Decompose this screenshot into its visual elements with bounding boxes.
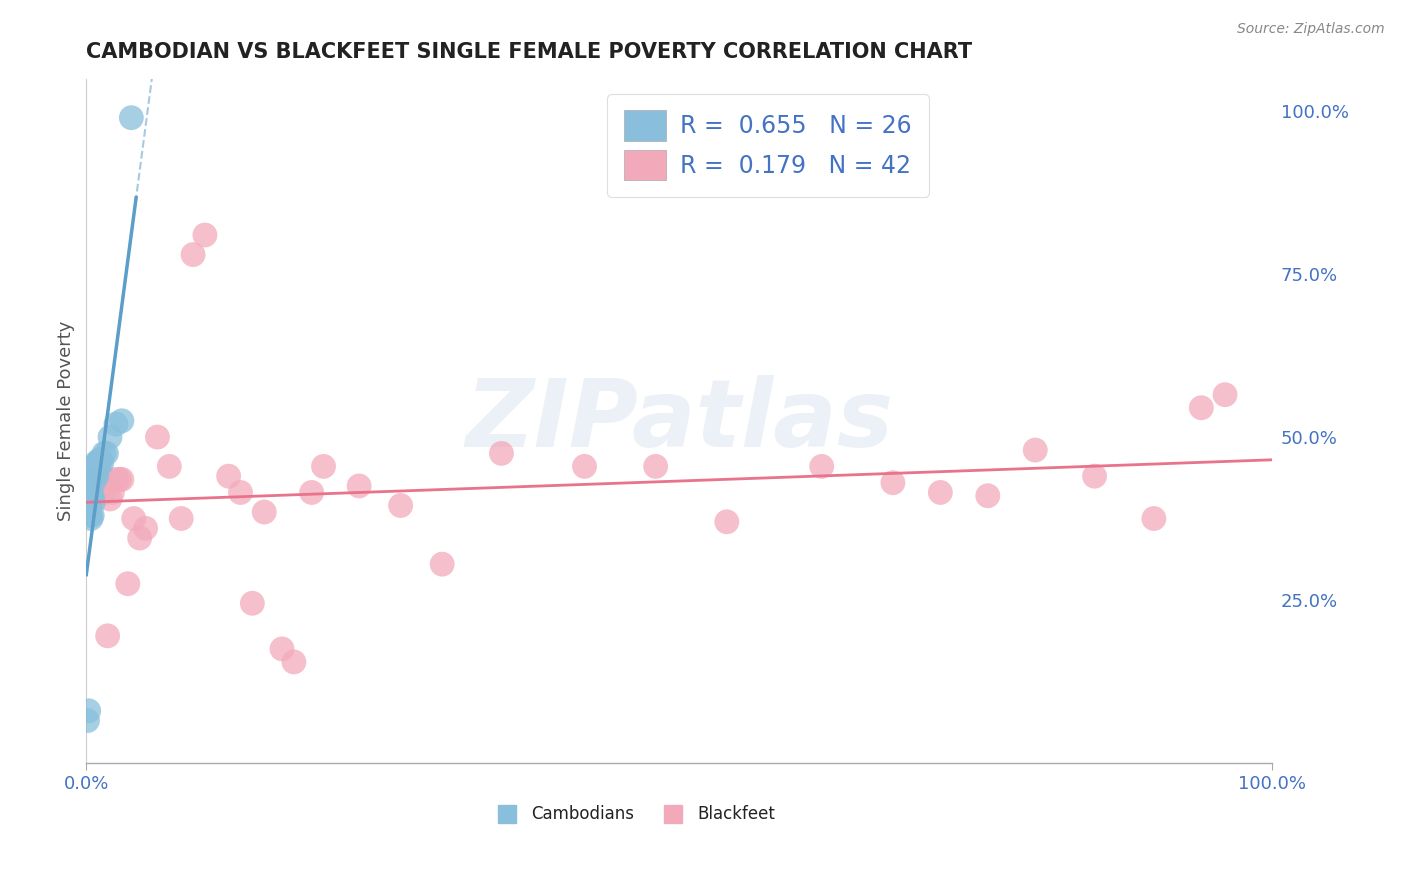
Point: [135, 521, 157, 535]
Point: [86, 469, 108, 483]
Text: ZIPatlas: ZIPatlas: [465, 375, 893, 467]
Point: [283, 655, 305, 669]
Point: [117, 576, 139, 591]
Point: [101, 485, 124, 500]
Point: [108, 472, 131, 486]
Point: [98, 430, 121, 444]
Point: [104, 472, 127, 486]
Point: [882, 475, 904, 490]
Point: [82, 475, 104, 490]
Point: [89, 453, 111, 467]
Point: [810, 459, 832, 474]
Text: Cambodians: Cambodians: [531, 805, 634, 823]
Point: [1213, 387, 1236, 401]
Point: [96, 446, 118, 460]
Point: [253, 505, 276, 519]
Point: [491, 446, 513, 460]
Point: [82, 508, 104, 523]
Point: [104, 417, 127, 431]
Point: [93, 446, 115, 460]
Point: [271, 641, 294, 656]
Point: [83, 459, 105, 474]
Legend: R =  0.655   N = 26, R =  0.179   N = 42: R = 0.655 N = 26, R = 0.179 N = 42: [607, 94, 928, 197]
Point: [240, 596, 263, 610]
Point: [1024, 443, 1046, 458]
Point: [89, 453, 111, 467]
Point: [181, 247, 204, 261]
Point: [574, 459, 596, 474]
Point: [111, 472, 134, 486]
Text: CAMBODIAN VS BLACKFEET SINGLE FEMALE POVERTY CORRELATION CHART: CAMBODIAN VS BLACKFEET SINGLE FEMALE POV…: [86, 42, 973, 62]
Point: [312, 459, 335, 474]
Point: [87, 472, 110, 486]
Point: [79, 499, 101, 513]
Point: [111, 414, 134, 428]
Point: [347, 479, 370, 493]
Point: [98, 491, 121, 506]
Point: [194, 227, 217, 242]
Point: [146, 430, 169, 444]
Point: [120, 111, 142, 125]
Point: [977, 489, 1000, 503]
Point: [170, 511, 193, 525]
Point: [1083, 469, 1105, 483]
Point: [122, 511, 145, 525]
Point: [229, 485, 252, 500]
Point: [83, 469, 105, 483]
Point: [97, 629, 120, 643]
Point: [82, 489, 104, 503]
Point: [929, 485, 952, 500]
Y-axis label: Single Female Poverty: Single Female Poverty: [58, 320, 75, 521]
Point: [84, 456, 107, 470]
Point: [87, 459, 110, 474]
Point: [84, 466, 107, 480]
Point: [89, 466, 111, 480]
Point: [1143, 511, 1166, 525]
Point: [79, 508, 101, 523]
Point: [93, 485, 115, 500]
Point: [80, 511, 103, 525]
Point: [389, 499, 412, 513]
Point: [87, 456, 110, 470]
Point: [82, 495, 104, 509]
Text: Blackfeet: Blackfeet: [697, 805, 775, 823]
Point: [80, 489, 103, 503]
Point: [77, 704, 100, 718]
Point: [716, 515, 738, 529]
Point: [218, 469, 240, 483]
Point: [128, 531, 150, 545]
Point: [1189, 401, 1212, 415]
Text: Source: ZipAtlas.com: Source: ZipAtlas.com: [1237, 22, 1385, 37]
Point: [76, 714, 98, 728]
Point: [301, 485, 323, 500]
Point: [90, 456, 112, 470]
Point: [644, 459, 666, 474]
Point: [157, 459, 180, 474]
Point: [430, 557, 453, 571]
